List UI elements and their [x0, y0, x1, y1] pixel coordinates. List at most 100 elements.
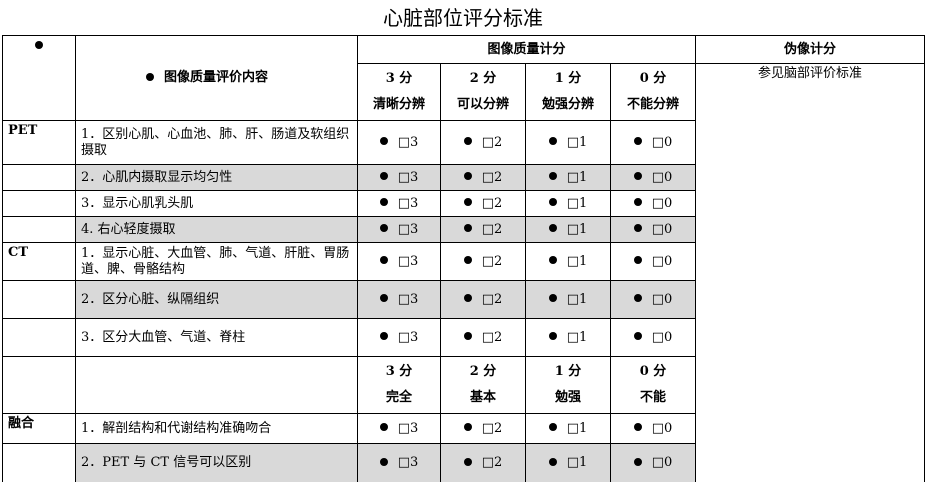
bullet: [633, 423, 642, 431]
score-cell: □0: [609, 164, 697, 191]
score-cell: □2: [440, 120, 526, 165]
score-box: □3: [397, 455, 419, 470]
score-box: □0: [651, 291, 673, 307]
item-text: 2．区分心脏、纵隔组织: [75, 280, 358, 319]
bullet: [633, 198, 642, 206]
score-box: □0: [651, 329, 673, 345]
score-cell: □0: [609, 413, 697, 444]
level-label: 基本: [469, 390, 496, 405]
score-box: □1: [566, 221, 588, 237]
bullet: [633, 294, 642, 302]
item-row: 2．PET 与 CT 信号可以区别 □3 □2 □1 □0: [2, 443, 925, 482]
score-box: □3: [397, 169, 419, 185]
score-cell: □0: [609, 190, 697, 217]
score-cell: □0: [609, 216, 697, 243]
bullet: [633, 137, 642, 145]
bullet: [379, 423, 388, 431]
item-text: 2．心肌内摄取显示均匀性: [75, 164, 358, 191]
score-cell: □3: [357, 318, 441, 357]
score-box: □0: [651, 169, 673, 185]
level-cell: 1 分勉强分辨: [525, 63, 611, 121]
level-cell: 2 分基本: [440, 356, 526, 414]
score-cell: □3: [357, 120, 441, 165]
score-cell: □0: [609, 120, 697, 165]
score-box: □1: [566, 420, 588, 436]
score-cell: □3: [357, 216, 441, 243]
item-row: 4. 右心轻度摄取 □3 □2 □1 □0: [2, 216, 925, 243]
score-cell: □3: [357, 280, 441, 319]
bullet: [379, 172, 388, 180]
level-cell: 0 分不能: [609, 356, 697, 414]
score-box: □1: [566, 291, 588, 307]
bullet: [633, 224, 642, 232]
score-cell: □3: [357, 413, 441, 444]
item-text: 1．区别心肌、心血池、肺、肝、肠道及软组织摄取: [75, 120, 358, 165]
header-corner: [2, 35, 76, 121]
bullet: [379, 294, 388, 302]
score-cell: □0: [609, 318, 697, 357]
item-text: 4. 右心轻度摄取: [75, 216, 358, 243]
bullet: [379, 224, 388, 232]
score-cell: □0: [609, 443, 697, 482]
score-cell: □1: [525, 318, 611, 357]
score-box: □0: [651, 253, 673, 269]
score-box: □2: [481, 420, 503, 436]
bullet: [379, 332, 388, 340]
score-box: □3: [397, 329, 419, 345]
title: 心脏部位评分标准: [383, 6, 543, 30]
header-content-cell: 图像质量评价内容: [75, 35, 358, 121]
score-cell: □2: [440, 242, 526, 281]
group-cell: [2, 443, 76, 482]
score-cell: □1: [525, 216, 611, 243]
level-score: 2 分: [469, 364, 497, 379]
score-box: □0: [651, 221, 673, 237]
score-box: □0: [651, 455, 673, 470]
level-score: 1 分: [554, 364, 582, 379]
level-cell: 0 分不能分辨: [609, 63, 697, 121]
item-text: 2．PET 与 CT 信号可以区别: [75, 443, 358, 482]
item-text: 1．解剖结构和代谢结构准确吻合: [75, 413, 358, 444]
group-name: PET: [8, 123, 38, 138]
item-row: 2．心肌内摄取显示均匀性 □3 □2 □1 □0: [2, 164, 925, 191]
bullet: [146, 72, 154, 81]
score-box: □1: [566, 455, 588, 470]
level-cell: 1 分勉强: [525, 356, 611, 414]
score-box: □3: [397, 420, 419, 436]
score-cell: □3: [357, 443, 441, 482]
score-box: □2: [481, 134, 503, 150]
level-label: 勉强分辨: [541, 97, 594, 112]
score-box: □0: [651, 195, 673, 211]
header-levels-row: 3 分清晰分辨 2 分可以分辨 1 分勉强分辨 0 分不能分辨 参见脑部评价标准: [3, 63, 926, 482]
bullet: [633, 256, 642, 264]
score-box: □3: [397, 221, 419, 237]
score-box: □1: [566, 329, 588, 345]
bullet: [463, 294, 472, 302]
item-row: PET 1．区别心肌、心血池、肺、肝、肠道及软组织摄取 □3 □2 □1 □0: [2, 120, 925, 165]
group-cell: PET: [2, 120, 76, 165]
score-box: □1: [566, 134, 588, 150]
bullet: [548, 457, 557, 466]
score-cell: □3: [357, 190, 441, 217]
bullet: [548, 423, 557, 431]
score-box: □2: [481, 195, 503, 211]
score-box: □2: [481, 169, 503, 185]
score-box: □2: [481, 329, 503, 345]
item-row: CT 1．显示心脏、大血管、肺、气道、肝脏、胃肠道、脾、骨骼结构 □3 □2 □1 □0: [2, 242, 925, 281]
score-box: □3: [397, 134, 419, 150]
level-cell: 3 分完全: [357, 356, 441, 414]
score-box: □0: [651, 134, 673, 150]
fusion-levels-row: 3 分完全 2 分基本 1 分勉强 0 分不能: [2, 356, 925, 414]
bullet: [463, 256, 472, 264]
bullet: [548, 332, 557, 340]
level-score: 3 分: [385, 364, 413, 379]
score-box: □3: [397, 291, 419, 307]
bullet: [548, 172, 557, 180]
table-body: 图像质量评价内容 图像质量计分 伪像计分 3 分清晰分辨 2 分可以分辨 1 分勉强…: [2, 35, 926, 482]
level-label: 不能: [640, 390, 667, 405]
score-box: □2: [481, 455, 503, 470]
group-name: CT: [8, 245, 29, 260]
bullet: [35, 40, 43, 49]
score-cell: □2: [440, 216, 526, 243]
score-box: □2: [481, 221, 503, 237]
